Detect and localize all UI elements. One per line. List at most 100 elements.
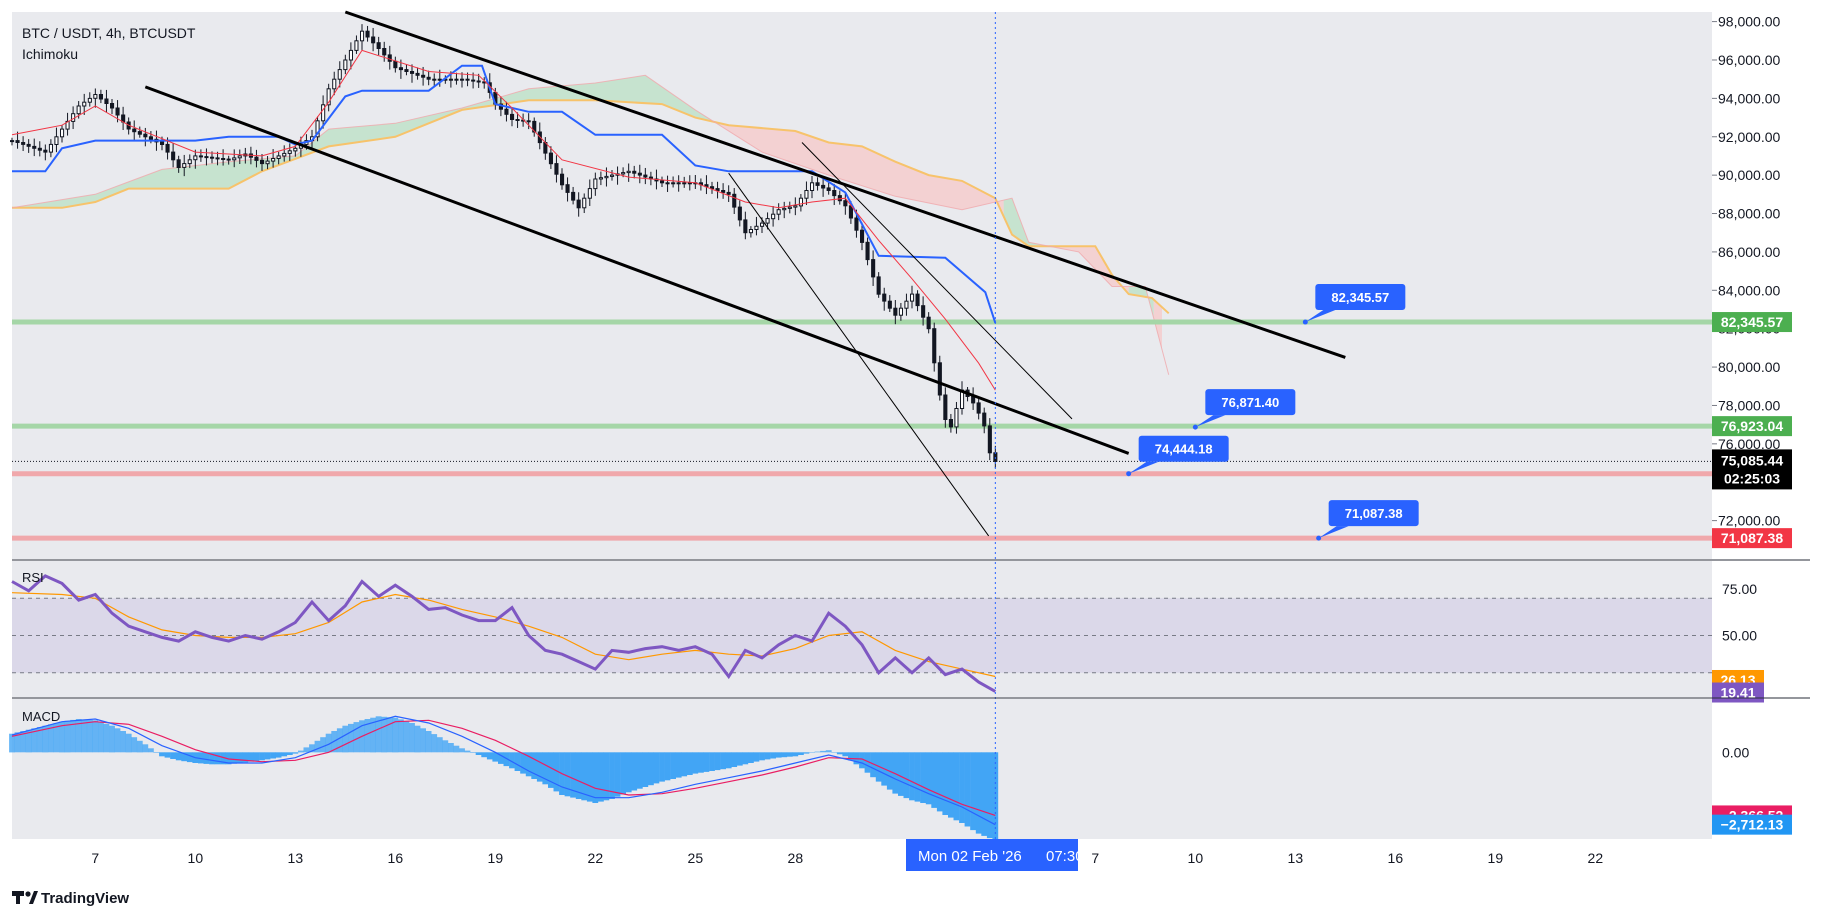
indicator-legend[interactable]: Ichimoku <box>22 46 78 62</box>
candle[interactable] <box>282 145 287 162</box>
price-callout[interactable]: 74,444.18 <box>1126 435 1229 477</box>
candle[interactable] <box>254 149 259 168</box>
candle[interactable] <box>104 89 109 113</box>
candle[interactable] <box>932 322 937 372</box>
candle[interactable] <box>565 177 570 202</box>
candle[interactable] <box>660 176 665 188</box>
candle[interactable] <box>598 171 604 186</box>
candle[interactable] <box>26 139 31 153</box>
candle[interactable] <box>171 143 176 168</box>
candle[interactable] <box>826 182 831 195</box>
candle[interactable] <box>643 167 648 185</box>
candle[interactable] <box>48 139 54 158</box>
candle[interactable] <box>354 35 359 54</box>
candle[interactable] <box>604 167 609 187</box>
candle[interactable] <box>982 407 987 434</box>
candle[interactable] <box>510 107 515 127</box>
candle[interactable] <box>721 183 726 199</box>
candle[interactable] <box>265 156 270 170</box>
candle[interactable] <box>576 192 581 217</box>
candle[interactable] <box>371 27 376 52</box>
candle[interactable] <box>321 95 326 129</box>
candle[interactable] <box>237 149 242 165</box>
candle[interactable] <box>454 72 459 85</box>
candle[interactable] <box>671 176 676 188</box>
candle[interactable] <box>632 165 637 179</box>
candle[interactable] <box>804 181 809 205</box>
candle[interactable] <box>832 183 837 206</box>
candle[interactable] <box>860 222 865 251</box>
candle[interactable] <box>882 287 887 311</box>
candle[interactable] <box>215 151 220 166</box>
candle[interactable] <box>515 112 520 128</box>
candle[interactable] <box>271 149 276 168</box>
price-callout[interactable]: 82,345.57 <box>1302 284 1406 325</box>
candle[interactable] <box>276 151 281 165</box>
candle[interactable] <box>743 211 748 240</box>
trend-line-3[interactable] <box>728 172 990 537</box>
candle[interactable] <box>32 138 37 157</box>
candle[interactable] <box>432 73 437 86</box>
candle[interactable] <box>876 272 881 298</box>
candle[interactable] <box>82 93 87 115</box>
price-pane-background[interactable] <box>12 12 1712 559</box>
candle[interactable] <box>587 179 592 206</box>
candle[interactable] <box>821 176 826 197</box>
rsi-value-badge[interactable]: 19.41 <box>1712 682 1764 703</box>
candle[interactable] <box>132 120 137 141</box>
candle[interactable] <box>582 193 587 214</box>
candle[interactable] <box>260 153 265 171</box>
candle[interactable] <box>187 154 192 169</box>
candle[interactable] <box>143 127 148 147</box>
candle[interactable] <box>676 175 681 192</box>
candle[interactable] <box>815 177 820 191</box>
trend-line-4[interactable] <box>801 142 1073 420</box>
candle[interactable] <box>43 144 48 161</box>
candle[interactable] <box>765 212 770 230</box>
candle[interactable] <box>560 168 565 190</box>
candle[interactable] <box>665 175 670 192</box>
last-price-badge[interactable]: 75,085.44 02:25:03 <box>1712 449 1792 490</box>
candle[interactable] <box>754 216 759 236</box>
candle[interactable] <box>343 54 348 75</box>
candle[interactable] <box>476 73 481 88</box>
candle[interactable] <box>526 113 531 130</box>
candle[interactable] <box>504 101 509 122</box>
candle[interactable] <box>793 197 798 216</box>
trend-line-2[interactable] <box>344 10 1346 359</box>
candle[interactable] <box>360 24 365 51</box>
candle[interactable] <box>21 136 26 152</box>
candle[interactable] <box>337 61 342 88</box>
candle[interactable] <box>87 92 92 107</box>
candle[interactable] <box>887 295 892 312</box>
candle[interactable] <box>921 296 926 326</box>
candle[interactable] <box>176 155 181 173</box>
candle[interactable] <box>726 185 731 202</box>
candle[interactable] <box>198 149 203 162</box>
candle[interactable] <box>954 401 959 434</box>
macd-pane-background[interactable] <box>12 699 1712 839</box>
candle[interactable] <box>593 172 598 196</box>
symbol-legend[interactable]: BTC / USDT, 4h, BTCUSDT <box>22 25 196 41</box>
candle[interactable] <box>137 126 142 138</box>
candle[interactable] <box>771 206 776 227</box>
candle[interactable] <box>426 70 431 86</box>
candle[interactable] <box>15 131 20 149</box>
candle[interactable] <box>937 355 942 401</box>
candle[interactable] <box>787 201 792 214</box>
candle[interactable] <box>554 155 559 183</box>
candle[interactable] <box>843 192 848 215</box>
candle[interactable] <box>682 176 687 188</box>
candle[interactable] <box>221 149 226 166</box>
candle[interactable] <box>365 25 370 42</box>
candle[interactable] <box>776 203 781 221</box>
candle[interactable] <box>710 181 715 194</box>
candle[interactable] <box>10 137 15 146</box>
price-level-badge[interactable]: 71,087.38 <box>1712 528 1792 549</box>
candle[interactable] <box>782 201 787 219</box>
price-callout[interactable]: 76,871.40 <box>1192 389 1296 430</box>
candle[interactable] <box>798 194 804 212</box>
candle[interactable] <box>898 302 904 321</box>
candle[interactable] <box>415 67 420 80</box>
